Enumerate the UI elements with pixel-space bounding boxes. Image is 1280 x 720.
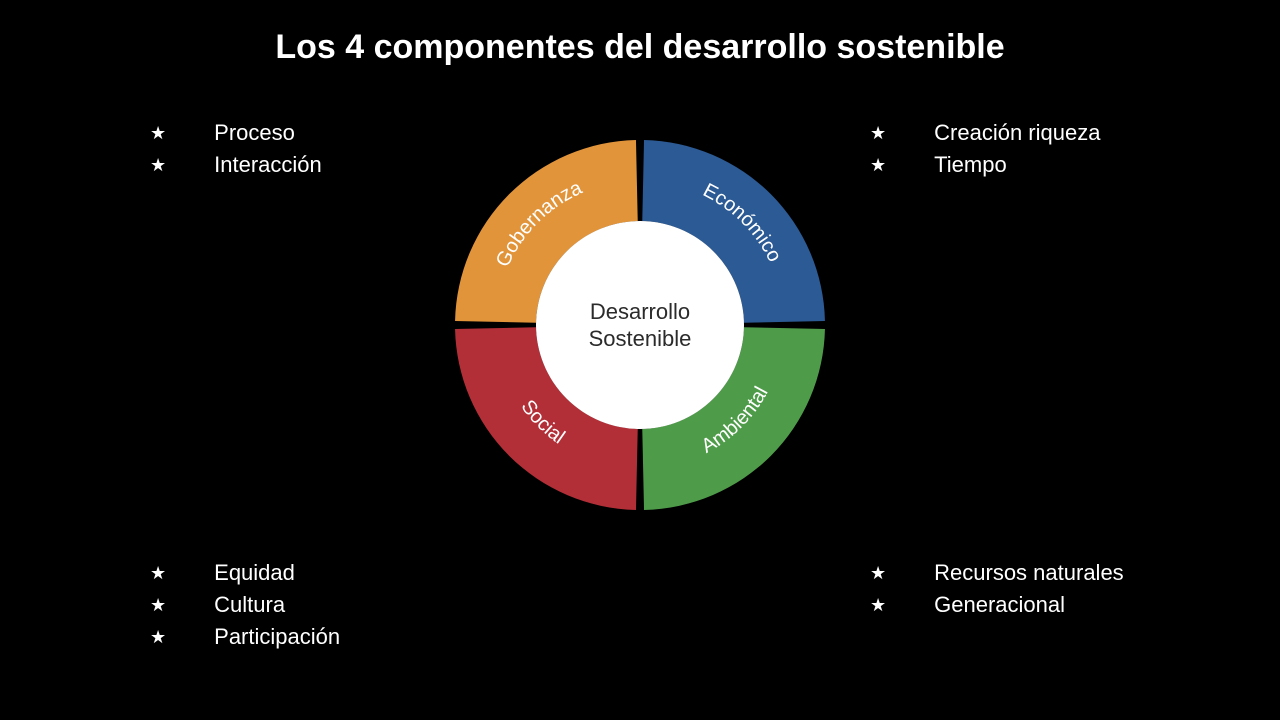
center-line2: Sostenible [589,325,692,353]
star-icon: ★ [150,123,166,144]
bullet-item: ★ Recursos naturales [870,560,1124,586]
bullet-label: Cultura [214,592,285,618]
center-line1: Desarrollo [589,298,692,326]
bullets-top-right: ★ Creación riqueza ★ Tiempo [870,120,1100,184]
bullet-label: Equidad [214,560,295,586]
star-icon: ★ [870,123,886,144]
donut-center: Desarrollo Sostenible [536,221,744,429]
bullet-item: ★ Creación riqueza [870,120,1100,146]
bullet-label: Proceso [214,120,295,146]
bullet-label: Recursos naturales [934,560,1124,586]
bullets-bottom-right: ★ Recursos naturales ★ Generacional [870,560,1124,624]
bullets-bottom-left: ★ Equidad ★ Cultura ★ Participación [150,560,340,656]
star-icon: ★ [150,627,166,648]
star-icon: ★ [150,595,166,616]
bullet-item: ★ Generacional [870,592,1124,618]
bullet-label: Tiempo [934,152,1007,178]
page-title: Los 4 componentes del desarrollo sosteni… [0,28,1280,67]
star-icon: ★ [870,595,886,616]
bullet-item: ★ Interacción [150,152,322,178]
bullet-item: ★ Equidad [150,560,340,586]
bullet-label: Generacional [934,592,1065,618]
star-icon: ★ [150,563,166,584]
bullet-item: ★ Participación [150,624,340,650]
bullet-item: ★ Proceso [150,120,322,146]
star-icon: ★ [870,155,886,176]
star-icon: ★ [870,563,886,584]
bullet-label: Participación [214,624,340,650]
bullet-item: ★ Tiempo [870,152,1100,178]
star-icon: ★ [150,155,166,176]
bullet-item: ★ Cultura [150,592,340,618]
bullet-label: Interacción [214,152,322,178]
bullet-label: Creación riqueza [934,120,1100,146]
bullets-top-left: ★ Proceso ★ Interacción [150,120,322,184]
donut-chart: GobernanzaEconómicoSocialAmbiental Desar… [455,140,825,510]
